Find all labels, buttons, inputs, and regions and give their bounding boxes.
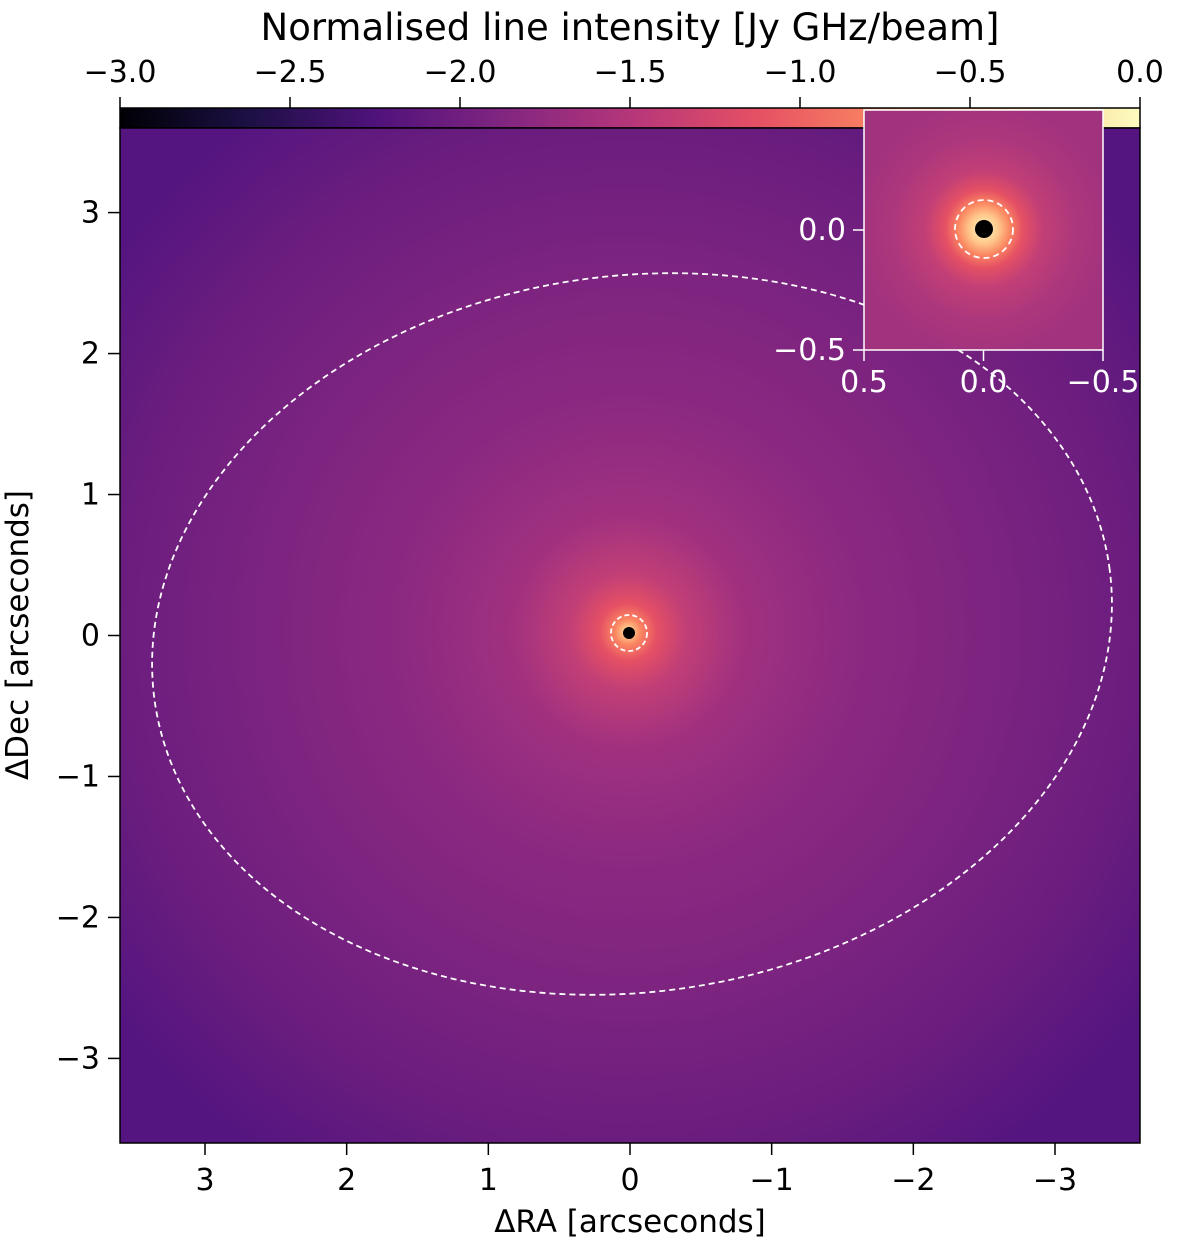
y-tick-label: −1 xyxy=(56,759,100,794)
x-tick-label: −1 xyxy=(750,1163,794,1198)
colorbar-ticks: −3.0 −2.5 −2.0 −1.5 −1.0 −0.5 0.0 xyxy=(84,55,1164,108)
colorbar-tick-label: −0.5 xyxy=(934,55,1007,90)
colorbar-tick-label: −1.5 xyxy=(594,55,667,90)
x-tick-label: 1 xyxy=(479,1163,498,1198)
inner-dashed-circle xyxy=(610,614,648,652)
inset-ticks: 0.5 0.0 −0.5 −0.5 0.0 xyxy=(773,213,1139,400)
y-tick-label: −3 xyxy=(56,1041,100,1076)
inset-plot: 0.5 0.0 −0.5 −0.5 0.0 xyxy=(773,109,1139,400)
y-axis-ticks: 3 2 1 0 −1 −2 −3 xyxy=(56,196,120,1076)
y-tick-label: −2 xyxy=(56,900,100,935)
x-tick-label: 3 xyxy=(195,1163,214,1198)
x-tick-label: −3 xyxy=(1033,1163,1077,1198)
colorbar-label: Normalised line intensity [Jy GHz/beam] xyxy=(261,6,1000,49)
y-tick-label: 3 xyxy=(81,196,100,231)
outer-dashed-ellipse xyxy=(151,272,1113,996)
colorbar-tick-label: −3.0 xyxy=(84,55,157,90)
y-tick-label: 0 xyxy=(81,619,100,654)
x-axis-label: ΔRA [arcseconds] xyxy=(494,1204,766,1240)
inset-central-hole xyxy=(975,220,993,238)
y-tick-label: 1 xyxy=(81,478,100,513)
inset-x-tick-label: 0.5 xyxy=(840,365,888,400)
colorbar-tick-label: −1.0 xyxy=(764,55,837,90)
y-tick-label: 2 xyxy=(81,337,100,372)
inset-x-tick-label: 0.0 xyxy=(960,365,1008,400)
colorbar-tick-label: 0.0 xyxy=(1116,55,1164,90)
inset-y-tick-label: 0.0 xyxy=(798,213,846,248)
inset-x-tick-label: −0.5 xyxy=(1067,365,1140,400)
central-hole xyxy=(623,627,635,639)
inset-y-tick-label: −0.5 xyxy=(773,333,846,368)
y-axis-label: ΔDec [arcseconds] xyxy=(0,490,36,780)
x-axis-ticks: 3 2 1 0 −1 −2 −3 xyxy=(195,1143,1077,1198)
x-tick-label: −2 xyxy=(891,1163,935,1198)
colorbar-tick-label: −2.5 xyxy=(254,55,327,90)
inset-dashed-circle xyxy=(954,199,1014,259)
x-tick-label: 0 xyxy=(620,1163,639,1198)
colorbar-tick-label: −2.0 xyxy=(424,55,497,90)
x-tick-label: 2 xyxy=(337,1163,356,1198)
